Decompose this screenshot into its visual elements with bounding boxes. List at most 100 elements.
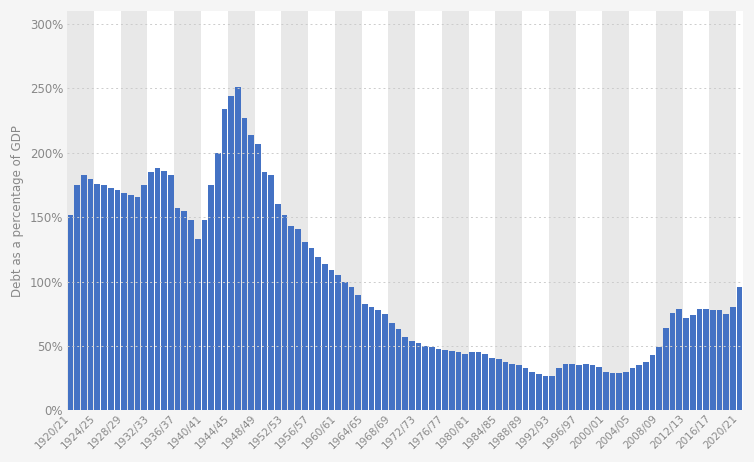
Bar bbox=[663, 328, 669, 410]
Bar bbox=[148, 172, 154, 410]
Bar bbox=[737, 287, 743, 410]
Bar bbox=[449, 351, 455, 410]
Bar bbox=[630, 368, 636, 410]
Bar bbox=[315, 257, 321, 410]
Bar bbox=[603, 372, 608, 410]
Bar bbox=[262, 172, 268, 410]
Bar bbox=[228, 11, 255, 410]
Bar bbox=[415, 343, 421, 410]
Bar bbox=[228, 96, 234, 410]
Bar bbox=[322, 264, 327, 410]
Bar bbox=[476, 353, 482, 410]
Bar bbox=[81, 175, 87, 410]
Bar bbox=[650, 355, 655, 410]
Bar bbox=[670, 313, 676, 410]
Y-axis label: Debt as a percentage of GDP: Debt as a percentage of GDP bbox=[11, 125, 24, 297]
Bar bbox=[409, 341, 415, 410]
Bar bbox=[657, 347, 662, 410]
Bar bbox=[121, 193, 127, 410]
Bar bbox=[489, 358, 495, 410]
Bar bbox=[496, 359, 501, 410]
Bar bbox=[141, 185, 147, 410]
Bar bbox=[562, 364, 569, 410]
Bar bbox=[295, 229, 301, 410]
Bar bbox=[382, 314, 388, 410]
Bar bbox=[215, 153, 221, 410]
Bar bbox=[329, 270, 334, 410]
Bar bbox=[710, 310, 716, 410]
Bar bbox=[455, 353, 461, 410]
Bar bbox=[602, 11, 629, 410]
Bar bbox=[516, 365, 522, 410]
Bar bbox=[656, 11, 682, 410]
Bar bbox=[342, 282, 348, 410]
Bar bbox=[87, 179, 93, 410]
Bar bbox=[429, 347, 434, 410]
Bar bbox=[362, 304, 368, 410]
Bar bbox=[590, 365, 595, 410]
Bar bbox=[576, 365, 582, 410]
Bar bbox=[616, 373, 622, 410]
Bar bbox=[235, 87, 241, 410]
Bar bbox=[275, 204, 280, 410]
Bar bbox=[523, 368, 529, 410]
Bar bbox=[248, 135, 254, 410]
Bar bbox=[201, 220, 207, 410]
Bar bbox=[101, 185, 107, 410]
Bar bbox=[443, 350, 448, 410]
Bar bbox=[94, 184, 100, 410]
Bar bbox=[161, 171, 167, 410]
Bar bbox=[355, 294, 361, 410]
Bar bbox=[121, 11, 148, 410]
Bar bbox=[115, 190, 120, 410]
Bar bbox=[389, 323, 394, 410]
Bar bbox=[128, 195, 133, 410]
Bar bbox=[549, 11, 575, 410]
Bar bbox=[623, 372, 629, 410]
Bar bbox=[609, 373, 615, 410]
Bar bbox=[182, 211, 187, 410]
Bar bbox=[241, 118, 247, 410]
Bar bbox=[302, 242, 308, 410]
Bar bbox=[208, 185, 214, 410]
Bar bbox=[569, 364, 575, 410]
Bar bbox=[135, 197, 140, 410]
Bar bbox=[188, 220, 194, 410]
Bar bbox=[469, 353, 475, 410]
Bar bbox=[281, 11, 308, 410]
Bar bbox=[255, 144, 261, 410]
Bar bbox=[442, 11, 468, 410]
Bar bbox=[155, 168, 161, 410]
Bar bbox=[388, 11, 415, 410]
Bar bbox=[67, 11, 94, 410]
Bar bbox=[730, 307, 736, 410]
Bar bbox=[282, 215, 287, 410]
Bar bbox=[75, 185, 80, 410]
Bar bbox=[690, 315, 695, 410]
Bar bbox=[68, 215, 73, 410]
Bar bbox=[108, 188, 114, 410]
Bar bbox=[710, 11, 736, 410]
Bar bbox=[348, 287, 354, 410]
Bar bbox=[703, 309, 709, 410]
Bar bbox=[168, 175, 173, 410]
Bar bbox=[222, 109, 227, 410]
Bar bbox=[683, 318, 689, 410]
Bar bbox=[583, 364, 589, 410]
Bar bbox=[336, 275, 341, 410]
Bar bbox=[369, 307, 375, 410]
Bar bbox=[175, 208, 180, 410]
Bar bbox=[550, 376, 555, 410]
Bar bbox=[543, 376, 548, 410]
Bar bbox=[643, 361, 648, 410]
Bar bbox=[174, 11, 201, 410]
Bar bbox=[697, 309, 702, 410]
Bar bbox=[308, 248, 314, 410]
Bar bbox=[396, 329, 401, 410]
Bar bbox=[529, 372, 535, 410]
Bar bbox=[536, 374, 541, 410]
Bar bbox=[509, 364, 515, 410]
Bar bbox=[596, 367, 602, 410]
Bar bbox=[483, 354, 488, 410]
Bar bbox=[495, 11, 522, 410]
